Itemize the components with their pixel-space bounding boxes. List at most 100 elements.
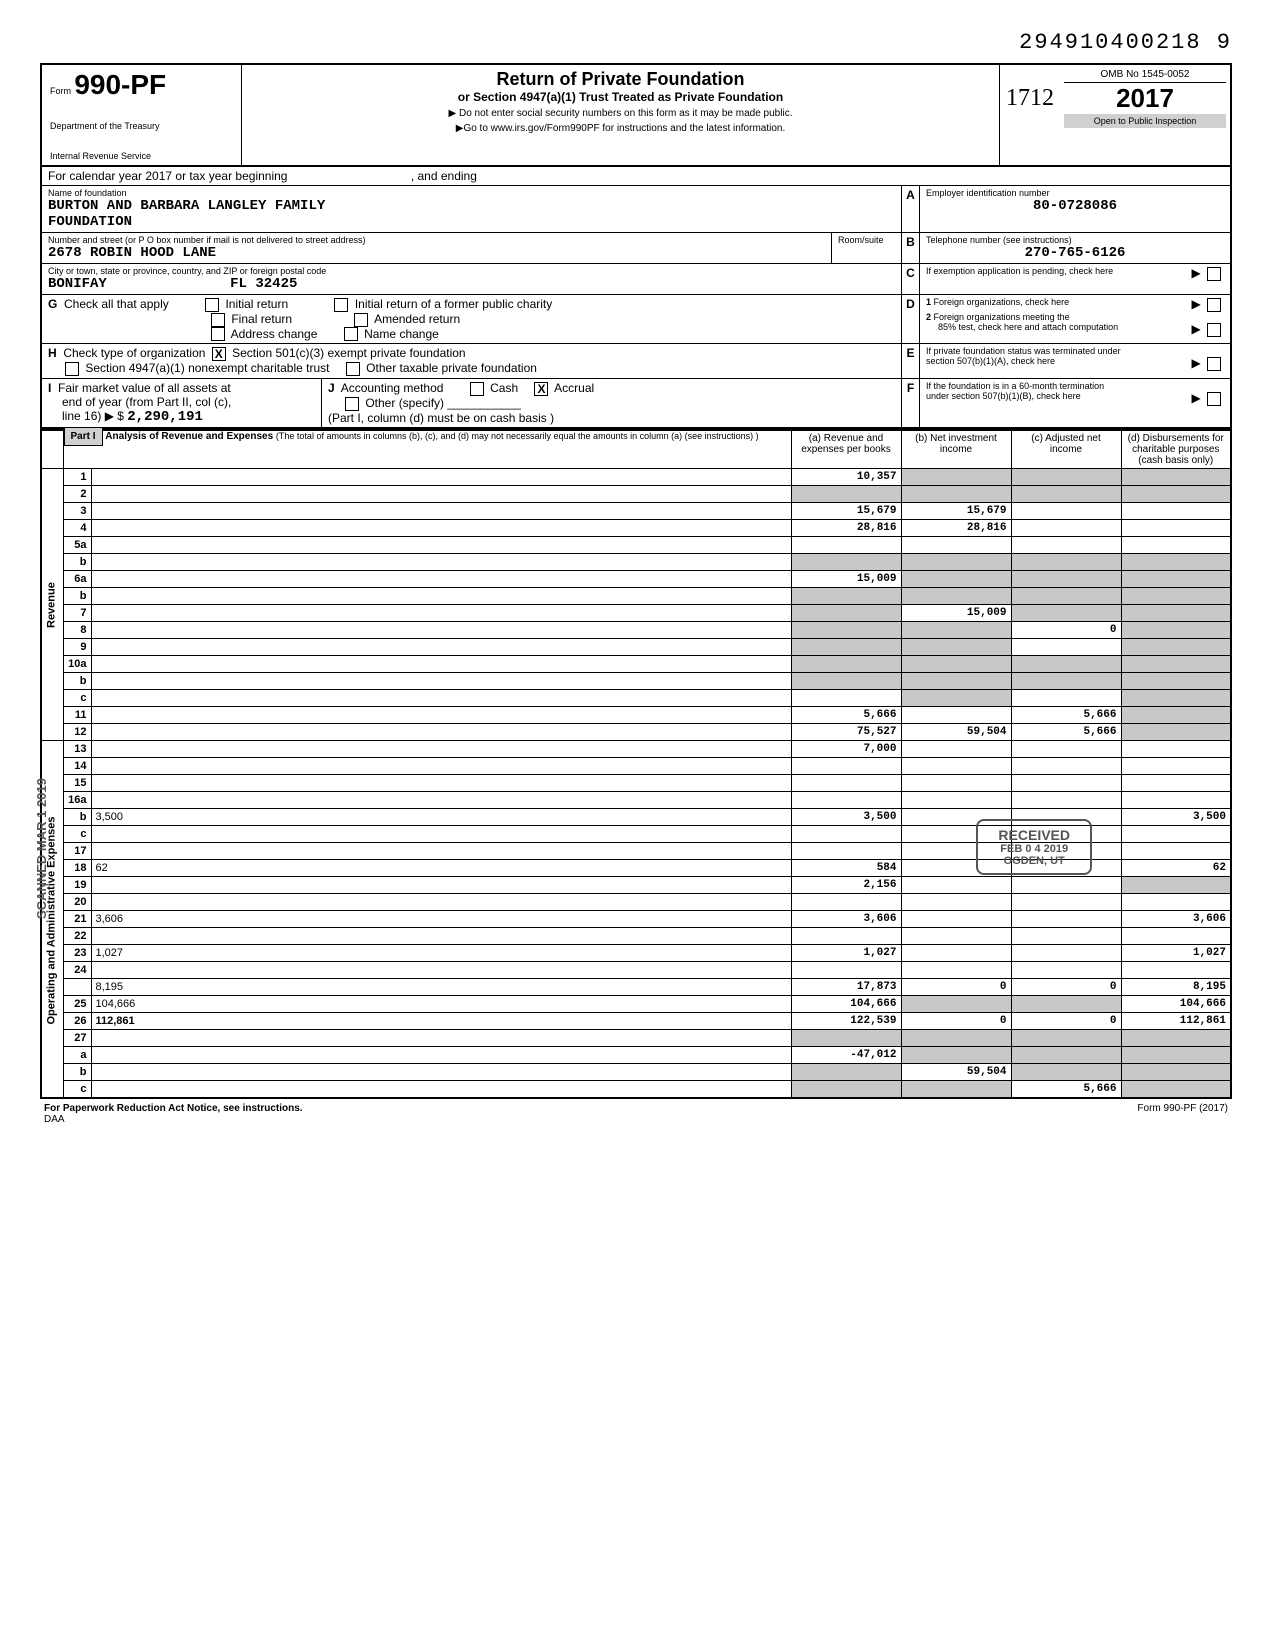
cell-d: [1121, 520, 1231, 537]
e-checkbox[interactable]: [1207, 357, 1221, 371]
j-cash-checkbox[interactable]: [470, 382, 484, 396]
row-number: 26: [63, 1013, 91, 1030]
table-row: Revenue110,357: [41, 469, 1231, 486]
d2b-label: 85% test, check here and attach computat…: [938, 322, 1118, 337]
name-label: Name of foundation: [48, 188, 895, 198]
received-office: OGDEN, UT: [998, 855, 1070, 867]
table-row: 231,0271,0271,027: [41, 945, 1231, 962]
table-row: 2: [41, 486, 1231, 503]
cell-c: [1011, 554, 1121, 571]
row-number: b: [63, 1064, 91, 1081]
h-other-checkbox[interactable]: [346, 362, 360, 376]
row-description: [91, 843, 791, 860]
cell-c: [1011, 690, 1121, 707]
row-description: [91, 486, 791, 503]
f-checkbox[interactable]: [1207, 392, 1221, 406]
cell-d: [1121, 724, 1231, 741]
col-d-letter: D: [902, 295, 920, 343]
row-number: 7: [63, 605, 91, 622]
g-former-checkbox[interactable]: [334, 298, 348, 312]
d1-label: Foreign organizations, check here: [934, 297, 1070, 307]
cell-c: [1011, 928, 1121, 945]
table-row: c: [41, 690, 1231, 707]
cell-c: [1011, 571, 1121, 588]
row-description: [91, 622, 791, 639]
cell-b: [901, 656, 1011, 673]
cell-a: [791, 656, 901, 673]
cell-b: [901, 945, 1011, 962]
h-opt-1: Section 501(c)(3) exempt private foundat…: [232, 346, 465, 360]
row-number: 5a: [63, 537, 91, 554]
row-description: [91, 741, 791, 758]
table-row: 24: [41, 962, 1231, 979]
table-row: 192,156: [41, 877, 1231, 894]
g-final-checkbox[interactable]: [211, 313, 225, 327]
d1-checkbox[interactable]: [1207, 298, 1221, 312]
cell-d: [1121, 605, 1231, 622]
cell-c: [1011, 656, 1121, 673]
table-row: 115,6665,666: [41, 707, 1231, 724]
revenue-side-label: Revenue: [41, 469, 63, 741]
row-description: 62: [91, 860, 791, 877]
col-b-letter: B: [902, 233, 920, 263]
col-c-letter: C: [902, 264, 920, 294]
cell-d: [1121, 1047, 1231, 1064]
cell-a: 7,000: [791, 741, 901, 758]
row-description: [91, 792, 791, 809]
cell-c: [1011, 996, 1121, 1013]
j-accrual: Accrual: [554, 381, 594, 395]
ssn-warning: ▶ Do not enter social security numbers o…: [252, 108, 989, 119]
table-row: 7 15,009: [41, 605, 1231, 622]
row-number: 6a: [63, 571, 91, 588]
g-initial-checkbox[interactable]: [205, 298, 219, 312]
col-c-header: (c) Adjusted net income: [1011, 430, 1121, 469]
h-4947-checkbox[interactable]: [65, 362, 79, 376]
foundation-name-1: BURTON AND BARBARA LANGLEY FAMILY: [48, 198, 895, 214]
cell-c: [1011, 588, 1121, 605]
cell-b: 15,009: [901, 605, 1011, 622]
cell-b: [901, 792, 1011, 809]
cell-d: 3,500: [1121, 809, 1231, 826]
cell-c: [1011, 639, 1121, 656]
dept-treasury: Department of the Treasury: [50, 121, 233, 131]
cell-a: [791, 962, 901, 979]
ein-label: Employer identification number: [926, 188, 1224, 198]
form-subtitle: or Section 4947(a)(1) Trust Treated as P…: [252, 90, 989, 104]
state-zip: FL 32425: [230, 276, 297, 292]
g-name-checkbox[interactable]: [344, 327, 358, 341]
cell-a: [791, 1030, 901, 1047]
cell-b: [901, 1047, 1011, 1064]
row-description: [91, 503, 791, 520]
cell-a: [791, 775, 901, 792]
cell-d: [1121, 707, 1231, 724]
cell-c: 5,666: [1011, 1081, 1121, 1099]
col-a-letter: A: [902, 186, 920, 232]
c-checkbox[interactable]: [1207, 267, 1221, 281]
cell-c: [1011, 469, 1121, 486]
h-letter: H: [48, 346, 57, 360]
cell-d: [1121, 486, 1231, 503]
g-amended-checkbox[interactable]: [354, 313, 368, 327]
cell-a: 1,027: [791, 945, 901, 962]
row-description: [91, 537, 791, 554]
cell-d: [1121, 758, 1231, 775]
h-501c3-checkbox[interactable]: X: [212, 347, 226, 361]
g-address-checkbox[interactable]: [211, 327, 225, 341]
d2-checkbox[interactable]: [1207, 323, 1221, 337]
c-label: If exemption application is pending, che…: [926, 266, 1113, 292]
cell-d: [1121, 673, 1231, 690]
cell-b: [901, 486, 1011, 503]
j-other-checkbox[interactable]: [345, 397, 359, 411]
cell-d: [1121, 469, 1231, 486]
table-row: 6a15,009: [41, 571, 1231, 588]
cell-b: [901, 741, 1011, 758]
handwritten-code: 1712: [1000, 65, 1060, 165]
row-number: 14: [63, 758, 91, 775]
j-accrual-checkbox[interactable]: X: [534, 382, 548, 396]
row-description: 1,027: [91, 945, 791, 962]
row-number: 17: [63, 843, 91, 860]
row-number: b: [63, 673, 91, 690]
cell-a: [791, 639, 901, 656]
row-number: 10a: [63, 656, 91, 673]
j-other: Other (specify): [365, 396, 444, 410]
